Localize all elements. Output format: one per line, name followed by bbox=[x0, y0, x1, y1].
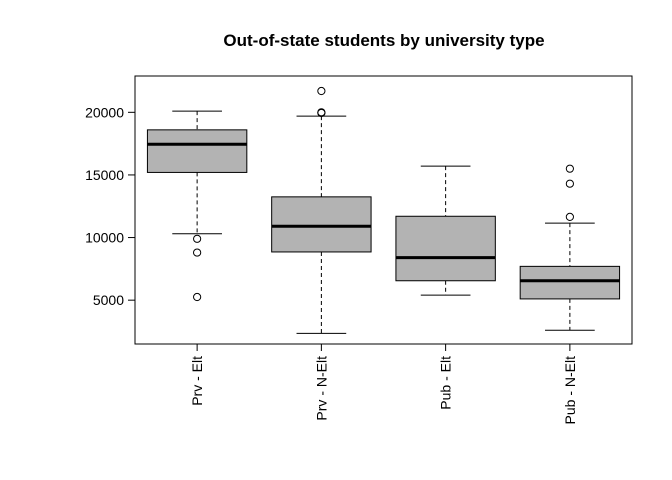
plot-frame bbox=[134, 75, 633, 345]
box bbox=[271, 196, 372, 253]
boxes-group bbox=[146, 86, 621, 334]
box-group bbox=[271, 86, 372, 334]
outlier-point bbox=[317, 108, 326, 118]
box bbox=[519, 265, 621, 300]
y-tick-label: 20000 bbox=[85, 104, 124, 120]
y-tick-label: 10000 bbox=[85, 230, 124, 246]
outlier-point bbox=[565, 212, 574, 221]
outlier-point bbox=[193, 234, 202, 243]
box bbox=[395, 215, 496, 282]
chart-title: Out-of-state students by university type bbox=[223, 31, 544, 50]
y-tick-label: 15000 bbox=[85, 167, 124, 183]
x-tick-label: Prv - N-Elt bbox=[313, 356, 329, 421]
box-group bbox=[395, 165, 496, 296]
box-group bbox=[146, 110, 248, 302]
box bbox=[146, 129, 248, 173]
x-tick-label: Pub - Elt bbox=[438, 356, 454, 410]
x-tick-label: Pub - N-Elt bbox=[562, 356, 578, 425]
outlier-point bbox=[565, 164, 574, 173]
outlier-point bbox=[565, 179, 574, 188]
outlier-point bbox=[193, 248, 202, 257]
outlier-point bbox=[193, 292, 202, 302]
x-tick-label: Prv - Elt bbox=[189, 356, 205, 406]
y-axis: 5000 10000 15000 20000 bbox=[85, 104, 136, 308]
outlier-point bbox=[317, 86, 326, 96]
x-axis: Prv - Elt Prv - N-Elt Pub - Elt Pub - N-Elt bbox=[189, 343, 578, 425]
y-tick-label: 5000 bbox=[93, 292, 124, 308]
box-group bbox=[519, 164, 621, 331]
